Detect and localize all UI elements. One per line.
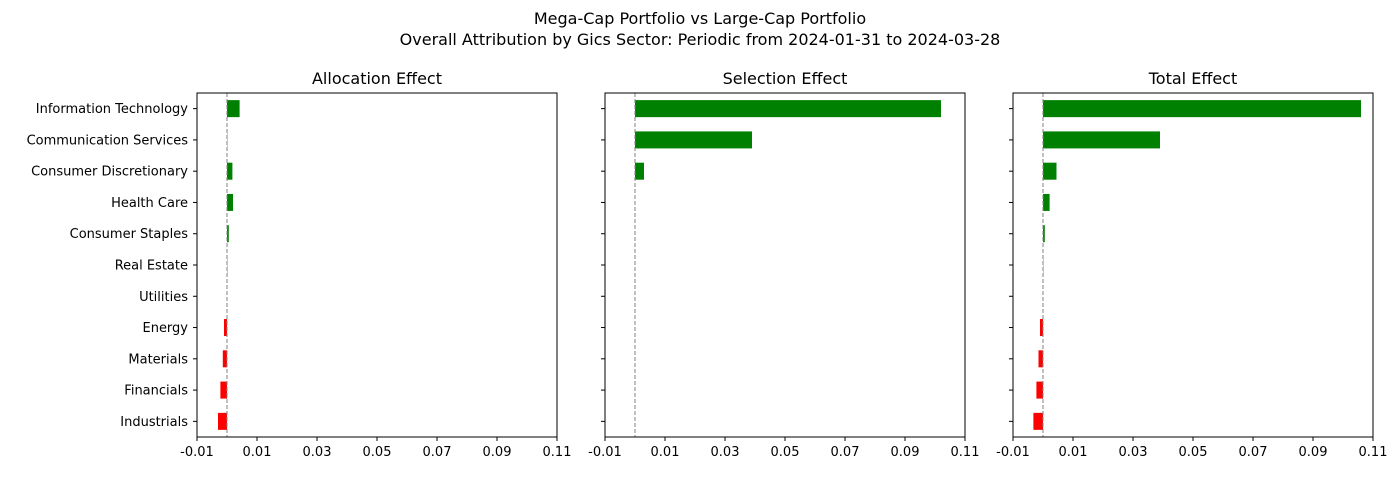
bar: [1043, 131, 1160, 149]
bar: [635, 131, 752, 149]
y-tick-label: Consumer Discretionary: [31, 165, 188, 180]
bar: [218, 412, 227, 430]
figure-subtitle: Overall Attribution by Gics Sector: Peri…: [400, 30, 1001, 49]
x-tick-label: 0.05: [1179, 445, 1208, 460]
bar: [1043, 162, 1057, 180]
y-tick-label: Financials: [124, 384, 188, 399]
bar: [1040, 319, 1043, 337]
figure-title: Mega-Cap Portfolio vs Large-Cap Portfoli…: [534, 9, 866, 28]
x-tick-label: 0.03: [711, 445, 740, 460]
y-tick-label: Health Care: [111, 196, 188, 211]
y-tick-label: Materials: [128, 352, 188, 367]
x-tick-label: 0.07: [1239, 445, 1268, 460]
bar: [227, 100, 240, 118]
x-tick-label: 0.09: [1299, 445, 1328, 460]
chart-panels: Allocation Effect Information Technology C…: [27, 69, 1388, 460]
bar: [220, 381, 227, 399]
x-tick-label: 0.01: [243, 445, 272, 460]
bar: [227, 225, 229, 243]
panel-title: Allocation Effect: [312, 69, 442, 88]
y-tick-label: Real Estate: [115, 259, 188, 274]
bar: [227, 162, 233, 180]
bar: [227, 193, 233, 211]
x-tick-label: 0.11: [543, 445, 572, 460]
x-tick-label: 0.01: [651, 445, 680, 460]
chart-panel-3: Total Effect -0.01 0.01 0.03 0.05 0.07 0.09 0.1…: [996, 69, 1387, 460]
bar: [1038, 350, 1043, 368]
y-tick-label: Consumer Staples: [70, 227, 189, 242]
x-tick-label: 0.05: [363, 445, 392, 460]
x-tick-label: -0.01: [588, 445, 622, 460]
bar: [224, 319, 227, 337]
bar: [1036, 381, 1043, 399]
x-tick-label: 0.05: [771, 445, 800, 460]
y-tick-label: Utilities: [139, 290, 188, 305]
y-tick-label: Communication Services: [27, 133, 189, 148]
bar: [1043, 100, 1361, 118]
bar: [635, 100, 941, 118]
y-tick-label: Energy: [142, 321, 188, 336]
x-tick-label: 0.01: [1059, 445, 1088, 460]
x-tick-label: 0.09: [483, 445, 512, 460]
x-tick-label: 0.11: [951, 445, 980, 460]
panel-title: Selection Effect: [723, 69, 848, 88]
x-tick-label: -0.01: [996, 445, 1030, 460]
x-tick-label: 0.11: [1359, 445, 1388, 460]
y-tick-label: Information Technology: [36, 102, 189, 117]
panel-title: Total Effect: [1148, 69, 1238, 88]
bar: [222, 350, 227, 368]
chart-panel-1: Allocation Effect Information Technology C…: [27, 69, 572, 460]
x-tick-label: 0.03: [303, 445, 332, 460]
bar: [1033, 412, 1043, 430]
chart-panel-2: Selection Effect -0.01 0.01 0.03 0.05 0.07 0.0…: [588, 69, 979, 460]
x-tick-label: 0.07: [831, 445, 860, 460]
x-tick-label: 0.03: [1119, 445, 1148, 460]
plot-frame: [196, 92, 558, 438]
bar: [1043, 225, 1045, 243]
bar: [635, 162, 644, 180]
x-tick-label: 0.07: [423, 445, 452, 460]
y-tick-label: Industrials: [120, 415, 188, 430]
bar: [1043, 193, 1050, 211]
x-tick-label: -0.01: [180, 445, 214, 460]
x-tick-label: 0.09: [891, 445, 920, 460]
